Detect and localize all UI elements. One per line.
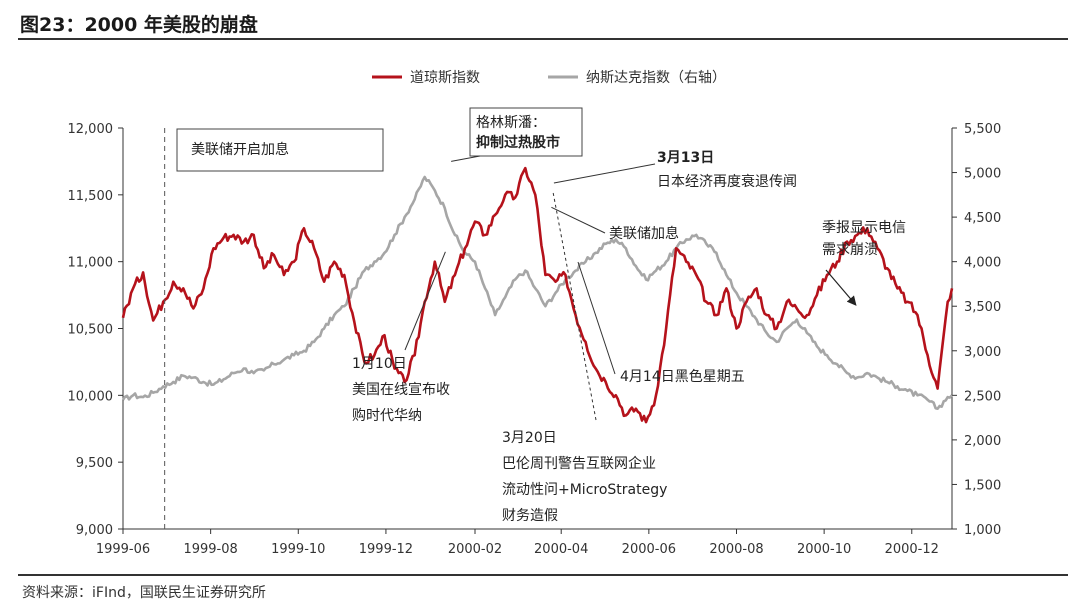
- x-tick-label: 2000-10: [797, 542, 851, 557]
- annotation-box-greenspan: [469, 107, 583, 157]
- annotation-text: 购时代华纳: [352, 408, 422, 424]
- y-right-tick-label: 5,000: [964, 167, 1001, 182]
- annotation-text: 日本经济再度衰退传闻: [657, 173, 797, 190]
- title-underline: [18, 38, 1068, 40]
- y-right-tick-label: 4,500: [964, 211, 1001, 226]
- x-tick-label: 2000-04: [534, 542, 588, 557]
- annotation-leader: [404, 251, 446, 351]
- chart: 道琼斯指数 纳斯达克指数（右轴） 9,000 9,500 10,000 10,500 1…: [68, 70, 1002, 557]
- annotation-leader: [552, 191, 597, 421]
- annotation-arrow: [825, 269, 857, 306]
- annotation-text: 需求崩溃: [822, 242, 878, 258]
- x-tick-label: 1999-08: [183, 542, 237, 557]
- annotation-leader: [551, 206, 606, 234]
- x-tick-label: 1999-10: [271, 542, 325, 557]
- annotation-fed-hike: 美联储加息: [609, 225, 679, 242]
- annotation-text: 1月10日: [352, 356, 407, 372]
- y-left-tick-label: 9,500: [76, 456, 113, 471]
- annotation-fed-hike-start: 美联储开启加息: [191, 141, 289, 158]
- annotation-text: 4月14日黑色星期五: [620, 368, 745, 385]
- axes: 9,000 9,500 10,000 10,500 11,000 11,500 12,000…: [68, 122, 1002, 557]
- x-tick-label: 2000-06: [622, 542, 676, 557]
- y-right-tick-label: 1,500: [964, 478, 1001, 493]
- y-right-tick-label: 1,000: [964, 523, 1001, 538]
- y-left-tick-label: 9,000: [76, 523, 113, 538]
- y-left-tick-label: 12,000: [68, 122, 114, 137]
- annotation-text: 财务造假: [502, 508, 558, 524]
- annotation-text: 3月13日: [657, 150, 714, 166]
- annotation-leader: [553, 163, 656, 184]
- annotation-text: 美国在线宣布收: [352, 382, 450, 398]
- annotation-box-fed-hike-start: [176, 128, 384, 172]
- annotation-leader: [451, 155, 481, 162]
- y-right-tick-label: 5,500: [964, 122, 1001, 137]
- legend-label-nasdaq: 纳斯达克指数（右轴）: [586, 70, 726, 86]
- annotation-text: 美联储开启加息: [191, 141, 289, 158]
- annotation-leader: [577, 261, 616, 375]
- series-line-dow: [121, 166, 954, 424]
- legend-label-dow: 道琼斯指数: [410, 70, 480, 86]
- y-right-tick-label: 2,000: [964, 434, 1001, 449]
- series-line-nasdaq: [121, 175, 953, 410]
- annotation-text: 季报显示电信: [822, 220, 906, 236]
- y-left-tick-label: 10,000: [68, 389, 114, 404]
- annotation-text: 格林斯潘：: [476, 115, 546, 131]
- y-right-tick-label: 3,500: [964, 300, 1001, 315]
- x-tick-label: 1999-06: [96, 542, 150, 557]
- x-tick-label: 2000-08: [709, 542, 763, 557]
- y-left-tick-label: 11,000: [68, 256, 114, 271]
- annotation-greenspan: 格林斯潘： 抑制过热股市: [476, 115, 560, 151]
- x-tick-label: 2000-02: [448, 542, 502, 557]
- y-right-tick-label: 3,000: [964, 345, 1001, 360]
- page-title: 图23：2000 年美股的崩盘: [20, 14, 258, 36]
- annotation-text: 抑制过热股市: [476, 134, 560, 151]
- y-left-tick-label: 11,500: [68, 189, 114, 204]
- annotation-text: 流动性问+MicroStrategy: [502, 482, 667, 498]
- y-right-tick-label: 2,500: [964, 389, 1001, 404]
- y-right-tick-label: 4,000: [964, 256, 1001, 271]
- x-tick-label: 1999-12: [359, 542, 413, 557]
- y-left-tick-label: 10,500: [68, 323, 114, 338]
- series-layer: [121, 166, 954, 424]
- annotation-text: 美联储加息: [609, 225, 679, 242]
- source-note: 资料来源：iFInd，国联民生证券研究所: [22, 585, 266, 601]
- annotation-text: 3月20日: [502, 430, 557, 446]
- chart-legend: 道琼斯指数 纳斯达克指数（右轴）: [372, 70, 726, 86]
- annotation-apr14: 4月14日黑色星期五: [620, 368, 745, 385]
- annotation-text: 巴伦周刊警告互联网企业: [502, 455, 656, 472]
- x-tick-label: 2000-12: [885, 542, 939, 557]
- footer-rule: [18, 574, 1068, 576]
